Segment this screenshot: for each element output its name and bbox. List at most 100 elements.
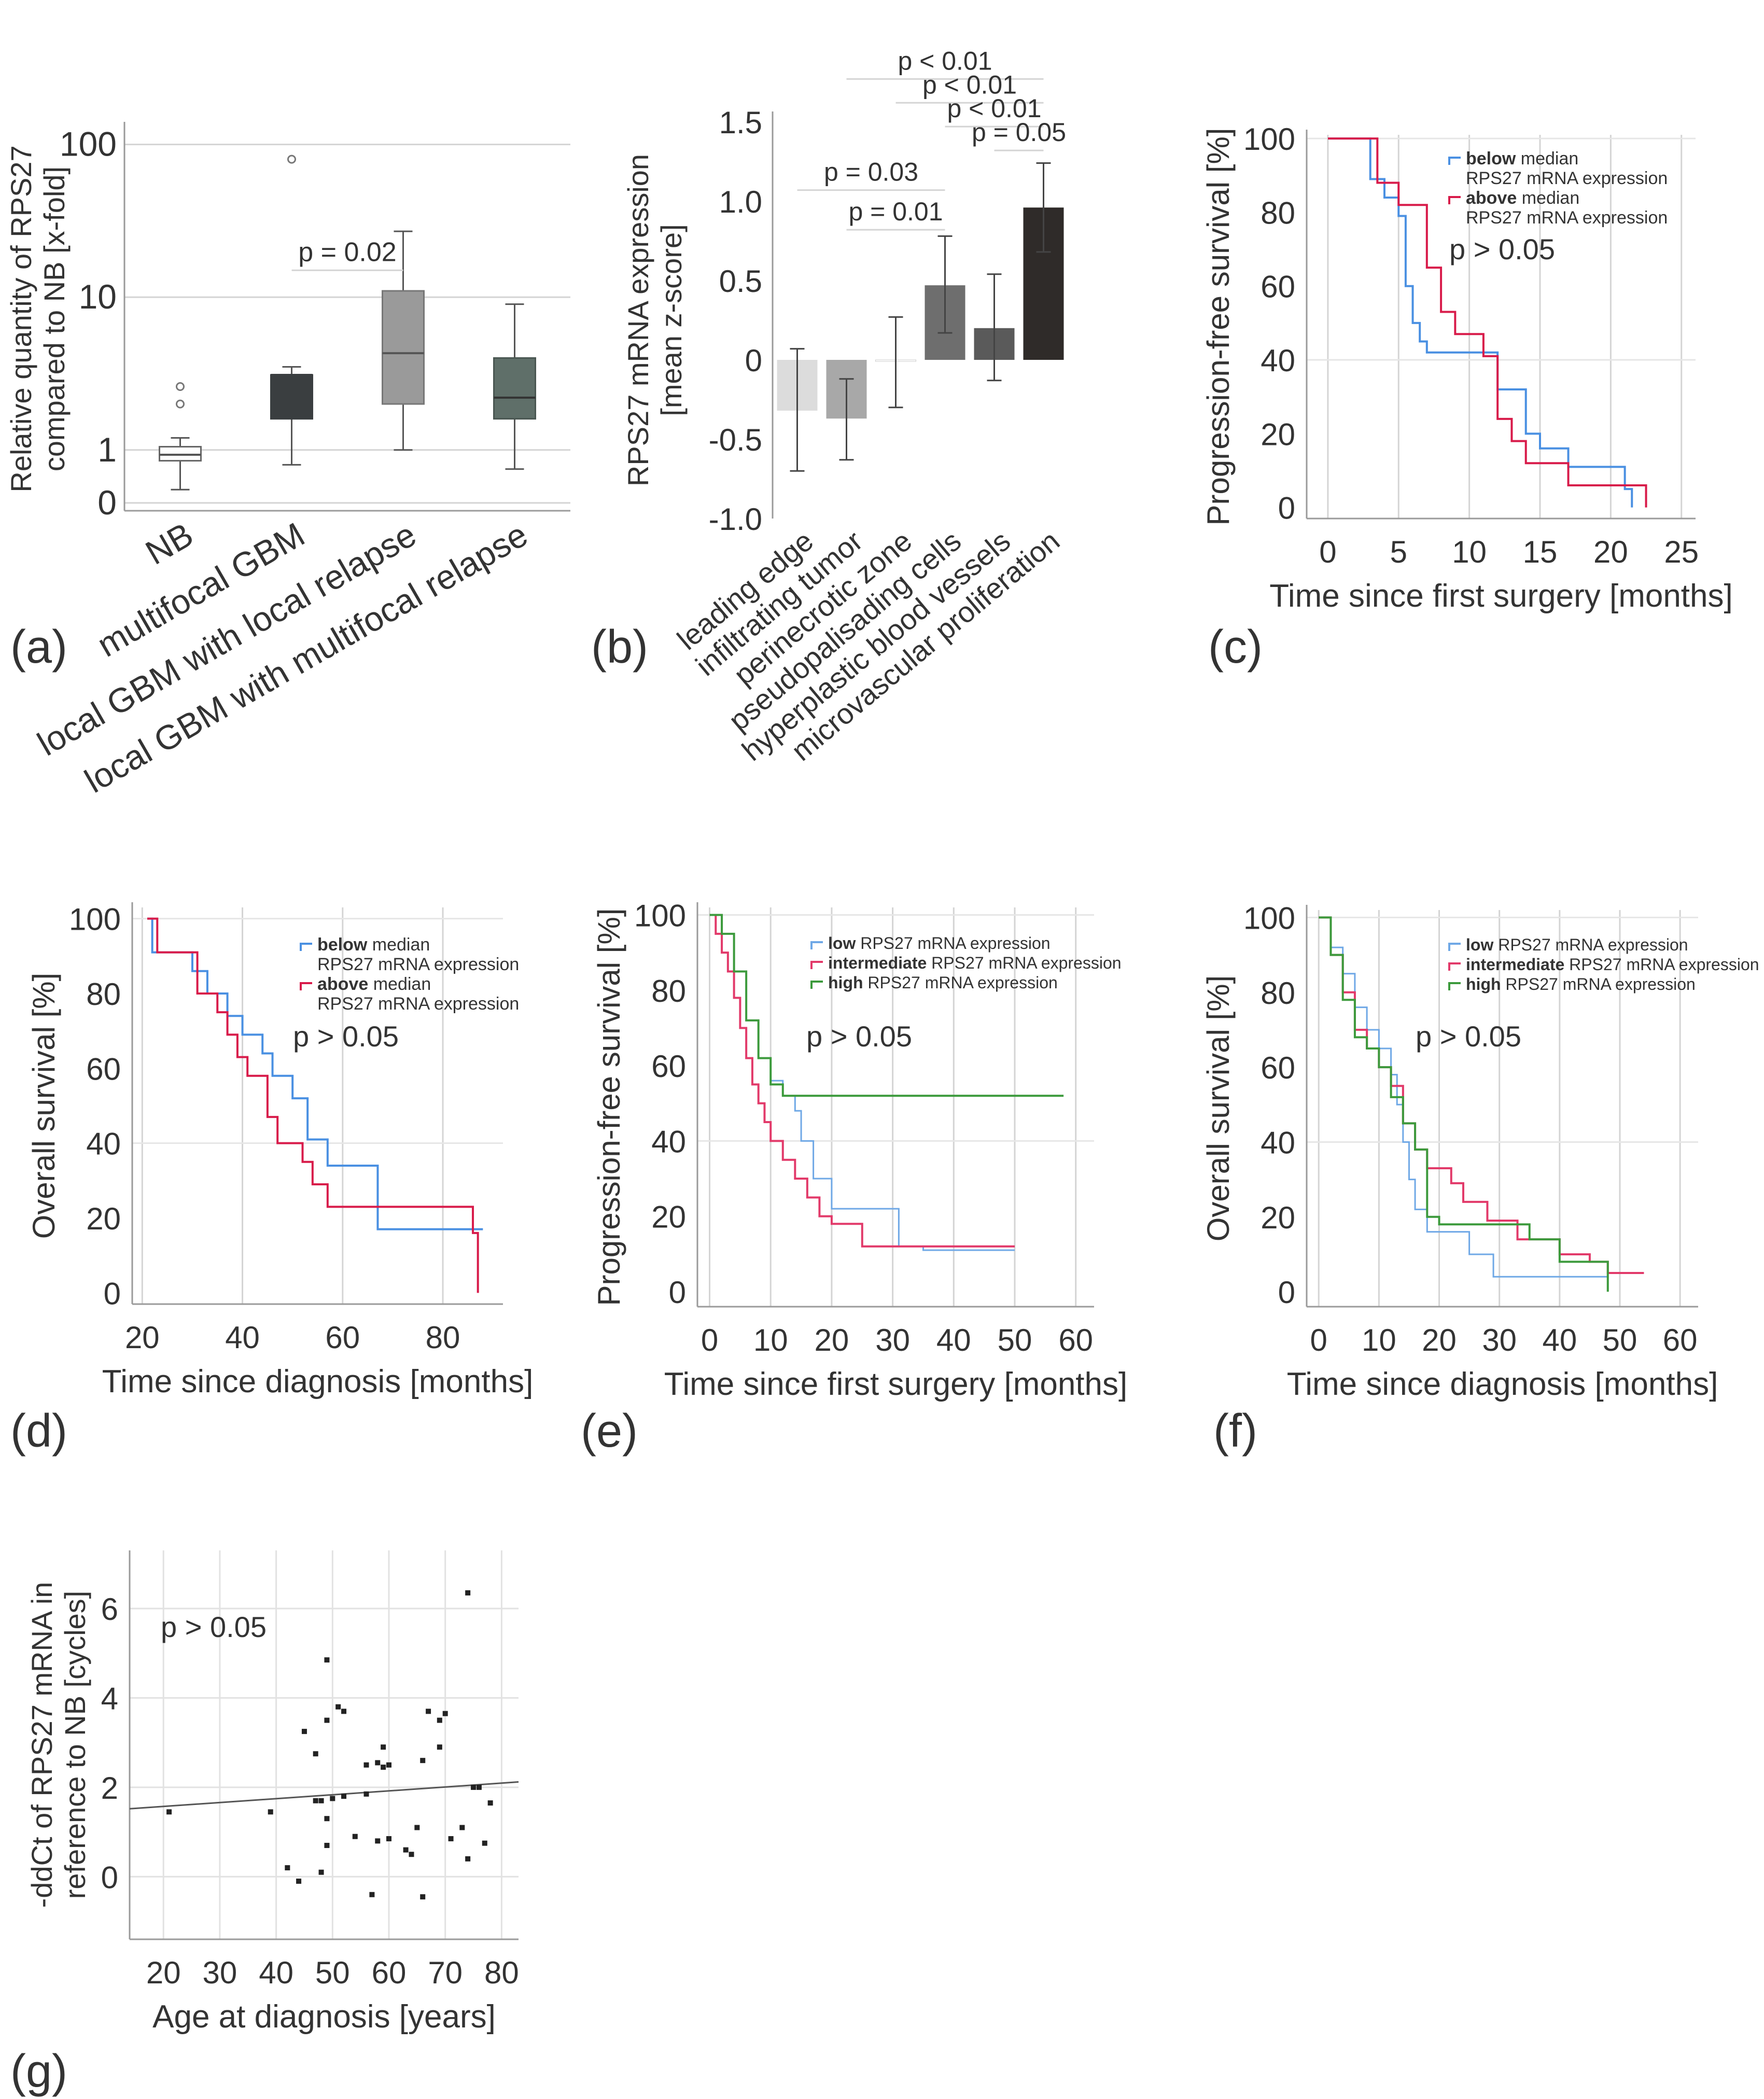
y-tick-label: 100 [634,899,686,933]
x-tick-label: 50 [998,1323,1032,1358]
legend-entry-bold: below [1466,149,1516,169]
data-point [487,1800,493,1806]
y-axis-title: Progression-free survival [%] [1201,128,1236,526]
legend-swatch-low [1448,943,1461,951]
box [270,374,313,420]
x-axis-title: Time since first surgery [months] [664,1366,1128,1402]
legend-entry-below: below median [1466,149,1578,169]
legend-swatch-intermediate [1448,962,1461,971]
y-tick-label: 0 [101,1860,118,1895]
survival-curve-above [1327,137,1647,508]
legend-entry-text: RPS27 mRNA expression [1493,935,1688,954]
x-axis-title: Time since diagnosis [months] [102,1364,534,1400]
survival-curve-below [1327,137,1633,508]
y-tick-label: 0 [1278,1275,1295,1310]
y-tick-label: 40 [1261,343,1295,378]
y-axis-title: RPS27 mRNA expression [mean z-score] [622,154,688,486]
y-axis-title-line: RPS27 mRNA expression [622,154,654,486]
y-tick-label: 40 [1261,1125,1295,1160]
data-point [341,1794,347,1799]
data-point [324,1842,330,1848]
legend-entry-intermediate: intermediate RPS27 mRNA expression [1466,955,1759,974]
x-tick-label: 15 [1523,535,1558,569]
chart-c: 0 20 40 60 80 100 0 5 10 15 20 25 Time since first s… [1201,122,1733,614]
data-point [437,1717,442,1723]
legend-entry-line2: RPS27 mRNA expression [1466,169,1668,188]
legend-entry-above: above median [1466,188,1579,208]
y-tick-label: 100 [1243,122,1295,157]
y-tick-label: 20 [1261,417,1295,452]
y-tick-label: 80 [86,977,121,1012]
x-axis-title: Time since diagnosis [months] [1287,1366,1718,1402]
x-tick-label: 20 [1422,1323,1457,1358]
box-outlier [176,399,185,409]
legend-entry-line2: RPS27 mRNA expression [1466,208,1668,228]
data-point [318,1869,324,1875]
p-value-label: p < 0.01 [898,46,992,75]
legend-entry-intermediate: intermediate RPS27 mRNA expression [828,954,1122,972]
p-value-label: p < 0.01 [947,94,1041,123]
data-point [386,1762,391,1768]
data-point [363,1791,369,1797]
legend-entry-below: below median [317,935,430,955]
x-tick-label: local GBM with multifocal relapse [78,515,534,800]
x-tick-label: 30 [1482,1323,1517,1358]
data-point [335,1704,341,1710]
y-tick-label: 40 [86,1127,121,1162]
data-point [409,1852,414,1857]
x-tick-label: 30 [875,1323,910,1358]
p-value-label: p < 0.01 [922,70,1017,99]
y-tick-label: 1.5 [719,105,762,140]
survival-curve-high [1319,916,1609,1292]
box-outlier [176,382,185,391]
legend-entry-text: RPS27 mRNA expression [863,973,1058,992]
legend-swatch-above [300,982,312,990]
y-axis-title: Relative quantity of RPS27 compared to NB… [5,145,71,492]
chart-e: 0 20 40 60 80 100 0 10 20 30 40 50 60 Time since firs… [592,899,1127,1402]
legend-entry-bold: high [1466,975,1501,993]
legend-entry-text: median [1517,188,1579,208]
legend-entry-bold: intermediate [1466,955,1564,974]
p-value-label: p = 0.02 [298,237,396,267]
y-tick-label: 4 [101,1681,118,1716]
legend-entry-bold: high [828,973,863,992]
y-tick-label: 20 [651,1200,686,1235]
p-value-label: p > 0.05 [1416,1020,1521,1053]
x-tick-label: 10 [753,1323,788,1358]
y-axis-title: -ddCt of RPS27 mRNA in reference to NB [c… [25,1582,91,1908]
legend-entry-bold: below [317,935,368,955]
x-tick-label: 10 [1362,1323,1396,1358]
panel-letter-e: (e) [581,1405,638,1457]
data-point [442,1711,448,1716]
y-tick-label: 0 [97,483,117,522]
box-outlier [287,155,296,164]
data-point [459,1825,465,1830]
x-tick-label: 50 [1603,1323,1637,1358]
data-point [324,1657,330,1663]
legend-swatch-intermediate [810,961,823,969]
legend-swatch-high [810,981,823,989]
y-axis-title-line: compared to NB [x-fold] [38,166,71,471]
survival-curve-low [1319,916,1608,1278]
panel-letter-a: (a) [10,621,67,673]
data-point [296,1878,302,1884]
data-point [166,1809,172,1815]
legend-entry-above: above median [317,974,431,994]
y-axis-title: Overall survival [%] [1201,975,1236,1241]
legend-swatch-high [1448,982,1461,990]
data-point [386,1836,391,1842]
box [382,290,425,405]
data-point [369,1892,375,1897]
data-point [403,1847,409,1853]
x-tick-label: 0 [1310,1323,1327,1358]
data-point [285,1865,290,1871]
p-value-label: p = 0.01 [848,197,943,226]
data-point [301,1729,307,1734]
y-tick-label: 0.5 [719,264,762,299]
legend-entry-text: RPS27 mRNA expression [1501,975,1696,993]
x-tick-label: NB [139,515,199,572]
